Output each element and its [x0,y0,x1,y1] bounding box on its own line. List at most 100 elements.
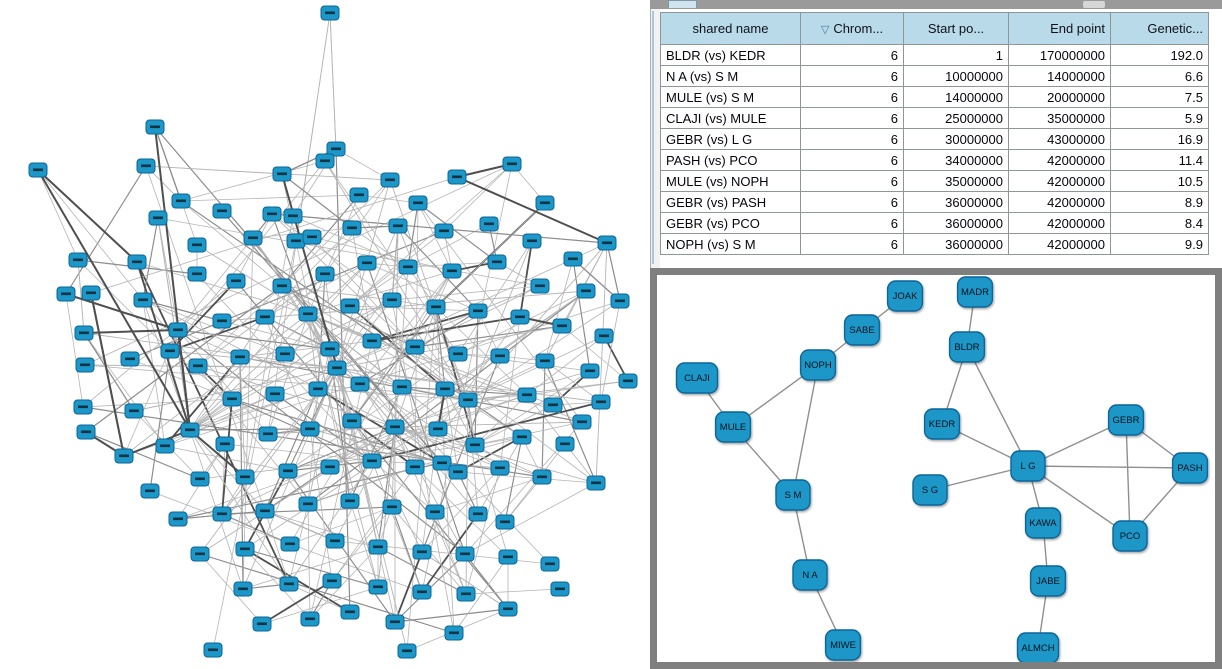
network-node[interactable] [572,414,592,430]
network-node[interactable] [308,381,328,397]
network-node[interactable] [594,328,614,344]
network-node[interactable] [68,252,88,268]
network-node[interactable] [342,220,362,236]
network-node[interactable] [226,273,246,289]
network-node[interactable]: L G [1010,450,1046,482]
network-node[interactable] [455,546,475,562]
network-node[interactable] [145,119,165,135]
table-row[interactable]: MULE (vs) S M 6 14000000 20000000 7.5 [660,86,1209,108]
network-node[interactable]: SABE [843,314,881,346]
network-node[interactable] [425,504,445,520]
network-node[interactable] [349,187,369,203]
network-node[interactable] [74,325,94,341]
network-node[interactable] [188,358,208,374]
network-node[interactable] [465,437,485,453]
network-node[interactable] [498,549,518,565]
network-node[interactable] [502,156,522,172]
network-node[interactable] [160,343,180,359]
detail-network-canvas[interactable]: JOAK MADR SABE NOPH BLDR CLAJI MULE KEDR GEBR L G… [657,275,1215,662]
network-node[interactable] [448,464,468,480]
network-node[interactable] [212,313,232,329]
network-node[interactable] [495,514,515,530]
network-node[interactable] [563,251,583,267]
table-row[interactable]: GEBR (vs) PASH 6 36000000 42000000 8.9 [660,191,1209,213]
network-node[interactable] [362,333,382,349]
network-node[interactable] [610,293,630,309]
network-node[interactable] [380,172,400,188]
network-node[interactable] [576,283,596,299]
network-node[interactable]: MADR [956,276,994,308]
network-node[interactable]: S G [912,474,948,506]
network-node[interactable] [487,254,507,270]
network-node[interactable] [448,346,468,362]
table-row[interactable]: PASH (vs) PCO 6 34000000 42000000 11.4 [660,149,1209,171]
network-node[interactable] [340,493,360,509]
network-node[interactable] [187,266,207,282]
network-node[interactable] [136,158,156,174]
column-header-sharedname[interactable]: shared name [660,12,801,45]
network-node[interactable] [133,292,153,308]
network-node[interactable] [432,455,452,471]
network-node[interactable] [368,539,388,555]
network-node[interactable] [340,604,360,620]
network-node[interactable] [278,463,298,479]
column-header-endpoint[interactable]: End point [1008,12,1111,45]
network-node[interactable] [168,511,188,527]
network-node[interactable] [155,438,175,454]
network-node[interactable] [412,584,432,600]
network-node[interactable] [512,429,532,445]
network-node[interactable] [327,360,347,376]
network-node[interactable] [315,153,335,169]
network-node[interactable] [326,141,346,157]
network-node[interactable] [114,448,134,464]
network-node[interactable] [235,541,255,557]
network-node[interactable]: CLAJI [675,362,719,394]
network-node[interactable]: KEDR [923,408,961,440]
network-node[interactable] [580,363,600,379]
network-node[interactable] [490,348,510,364]
network-node[interactable] [517,387,537,403]
network-node[interactable] [555,436,575,452]
network-node[interactable]: KAWA [1024,507,1062,539]
table-row[interactable]: MULE (vs) NOPH 6 35000000 42000000 10.5 [660,170,1209,192]
panel-splitter[interactable] [650,9,660,268]
network-node[interactable] [76,424,96,440]
network-node[interactable] [272,278,292,294]
network-node[interactable] [490,460,510,476]
network-node[interactable] [233,581,253,597]
network-node[interactable] [279,576,299,592]
network-node[interactable] [325,533,345,549]
network-node[interactable] [550,581,570,597]
network-node[interactable] [252,616,272,632]
network-node[interactable] [212,506,232,522]
network-node[interactable] [522,233,542,249]
network-node[interactable] [408,195,428,211]
network-node[interactable] [392,379,412,395]
network-node[interactable] [405,459,425,475]
network-node[interactable] [586,475,606,491]
table-row[interactable]: BLDR (vs) KEDR 6 1 170000000 192.0 [660,44,1209,66]
network-node[interactable] [385,614,405,630]
table-row[interactable]: GEBR (vs) PCO 6 36000000 42000000 8.4 [660,212,1209,234]
network-node[interactable] [435,381,455,397]
network-edge[interactable] [1125,419,1131,537]
network-node[interactable] [382,292,402,308]
network-node[interactable] [405,339,425,355]
network-node[interactable] [265,386,285,402]
network-node[interactable]: PCO [1112,520,1148,552]
network-node[interactable] [230,349,250,365]
network-node[interactable] [618,373,638,389]
network-node[interactable] [597,235,617,251]
network-node[interactable] [81,285,101,301]
network-node[interactable] [302,229,322,245]
network-node[interactable] [458,392,478,408]
network-node[interactable] [140,483,160,499]
network-node[interactable]: MIWE [824,629,862,661]
network-node[interactable] [357,255,377,271]
table-row[interactable]: N A (vs) S M 6 10000000 14000000 6.6 [660,65,1209,87]
network-node[interactable] [127,254,147,270]
network-node[interactable]: S M [775,479,811,511]
network-node[interactable] [468,303,488,319]
network-node[interactable] [120,351,140,367]
scrollbar-thumb[interactable] [1083,1,1105,8]
